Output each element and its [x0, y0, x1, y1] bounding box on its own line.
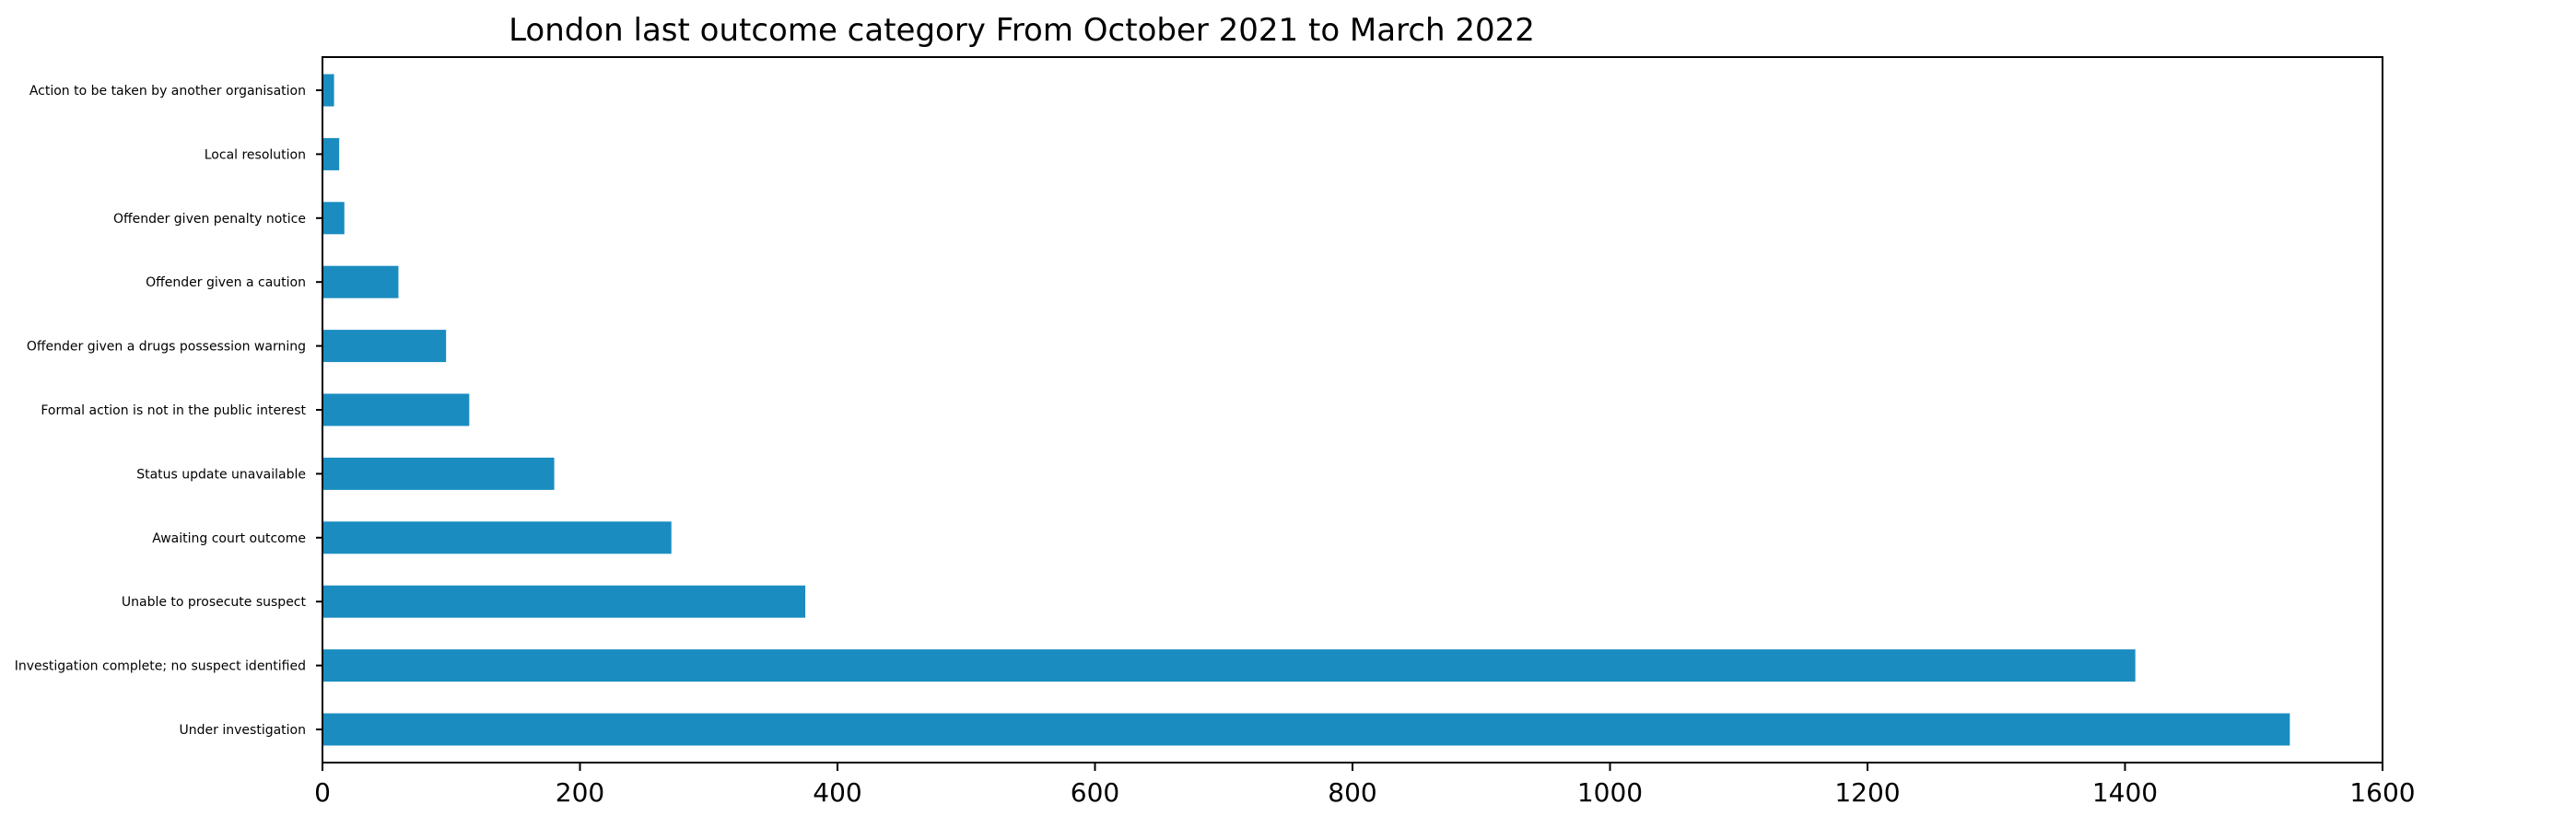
- y-tick-label-1: Investigation complete; no suspect ident…: [15, 659, 306, 674]
- y-tick-label-3: Awaiting court outcome: [152, 531, 306, 546]
- y-tick-label-8: Offender given penalty notice: [113, 212, 306, 227]
- bar-0: [322, 713, 2290, 746]
- x-tick-label-5: 1000: [1577, 777, 1643, 808]
- x-tick-label-1: 200: [556, 777, 604, 808]
- x-tick-label-0: 0: [314, 777, 331, 808]
- bar-9: [322, 137, 340, 170]
- bar-6: [322, 330, 447, 363]
- x-tick-label-2: 400: [813, 777, 861, 808]
- x-tick-label-3: 600: [1071, 777, 1119, 808]
- x-tick-label-7: 1400: [2092, 777, 2158, 808]
- bar-3: [322, 521, 672, 554]
- bar-5: [322, 393, 470, 426]
- bar-4: [322, 457, 555, 490]
- chart-title: London last outcome category From Octobe…: [509, 12, 1535, 49]
- y-tick-label-7: Offender given a caution: [146, 275, 306, 290]
- bar-2: [322, 585, 806, 618]
- y-tick-label-6: Offender given a drugs possession warnin…: [27, 340, 306, 355]
- bars-layer: [322, 74, 2290, 746]
- y-tick-label-4: Status update unavailable: [136, 467, 306, 482]
- x-tick-label-6: 1200: [1834, 777, 1900, 808]
- x-axis: 0 200 400 600 800 1000 1200 1400 1600: [314, 763, 2416, 808]
- x-tick-label-4: 800: [1328, 777, 1376, 808]
- y-tick-label-2: Unable to prosecute suspect: [122, 595, 307, 610]
- bar-8: [322, 202, 345, 235]
- plot-frame: [322, 56, 2383, 764]
- bar-1: [322, 649, 2136, 682]
- x-tick-label-8: 1600: [2349, 777, 2415, 808]
- y-tick-label-0: Under investigation: [180, 723, 306, 738]
- bar-10: [322, 74, 334, 107]
- y-tick-label-5: Formal action is not in the public inter…: [41, 403, 306, 418]
- y-tick-label-9: Local resolution: [205, 147, 306, 162]
- y-axis: Under investigation Investigation complet…: [15, 84, 322, 738]
- bar-7: [322, 265, 399, 298]
- y-tick-label-10: Action to be taken by another organisati…: [29, 84, 306, 99]
